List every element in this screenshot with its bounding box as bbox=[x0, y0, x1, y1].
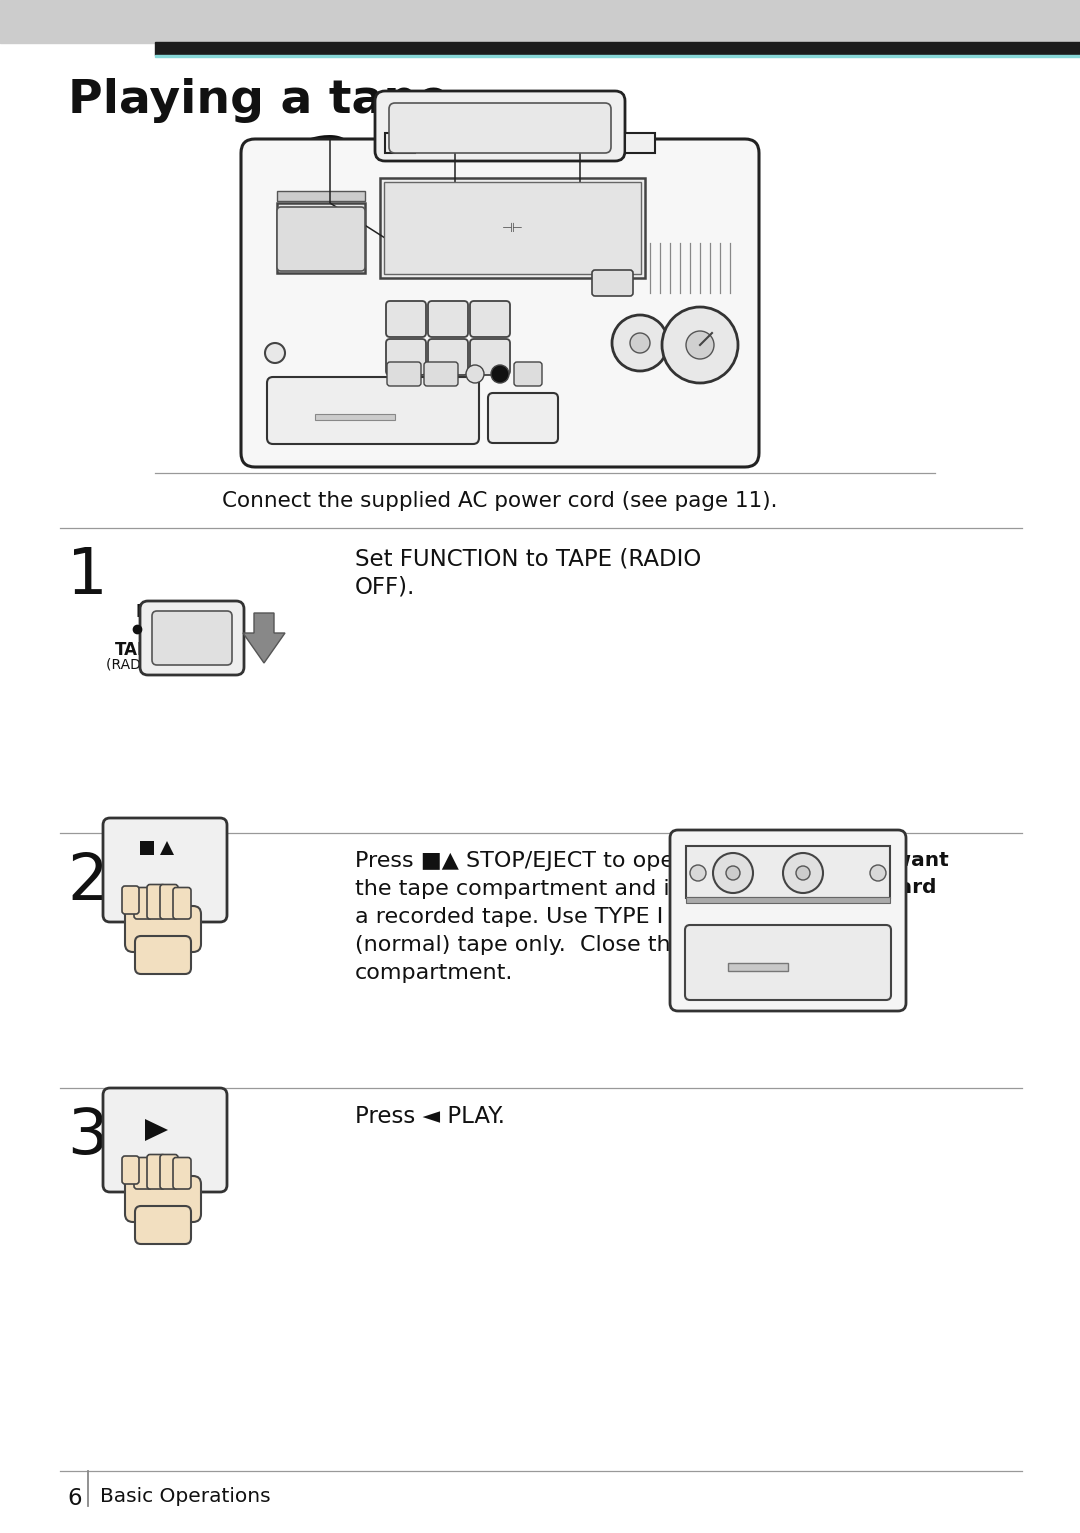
Circle shape bbox=[612, 314, 669, 371]
Text: Connect the supplied AC power cord (see page 11).: Connect the supplied AC power cord (see … bbox=[222, 491, 778, 510]
Circle shape bbox=[491, 365, 509, 383]
Text: 1: 1 bbox=[551, 133, 609, 215]
Text: With the side you want: With the side you want bbox=[685, 851, 948, 871]
Circle shape bbox=[726, 866, 740, 880]
Text: compartment.: compartment. bbox=[355, 963, 513, 983]
FancyBboxPatch shape bbox=[267, 377, 480, 445]
Text: 3: 3 bbox=[67, 1105, 108, 1167]
Text: TAPE: TAPE bbox=[114, 641, 162, 659]
FancyBboxPatch shape bbox=[276, 207, 365, 271]
FancyBboxPatch shape bbox=[488, 392, 558, 443]
Circle shape bbox=[713, 852, 753, 894]
Polygon shape bbox=[145, 1119, 168, 1141]
FancyBboxPatch shape bbox=[160, 1154, 178, 1190]
Text: 3: 3 bbox=[426, 133, 484, 215]
FancyBboxPatch shape bbox=[470, 339, 510, 376]
FancyBboxPatch shape bbox=[125, 1176, 201, 1222]
FancyBboxPatch shape bbox=[147, 1154, 165, 1190]
FancyBboxPatch shape bbox=[135, 937, 191, 973]
FancyBboxPatch shape bbox=[140, 601, 244, 675]
Text: Press ◄ PLAY.: Press ◄ PLAY. bbox=[355, 1105, 505, 1128]
FancyBboxPatch shape bbox=[147, 885, 165, 918]
FancyBboxPatch shape bbox=[386, 339, 426, 376]
FancyBboxPatch shape bbox=[134, 1157, 152, 1190]
Circle shape bbox=[465, 365, 484, 383]
FancyBboxPatch shape bbox=[428, 300, 468, 337]
Text: 2: 2 bbox=[301, 133, 359, 215]
FancyBboxPatch shape bbox=[241, 140, 759, 468]
FancyBboxPatch shape bbox=[386, 300, 426, 337]
FancyBboxPatch shape bbox=[135, 1206, 191, 1243]
Text: Set FUNCTION to TAPE (RADIO: Set FUNCTION to TAPE (RADIO bbox=[355, 547, 701, 570]
Bar bbox=[276, 192, 365, 201]
FancyBboxPatch shape bbox=[173, 888, 191, 918]
FancyBboxPatch shape bbox=[424, 362, 458, 386]
Text: (normal) tape only.  Close the: (normal) tape only. Close the bbox=[355, 935, 685, 955]
FancyBboxPatch shape bbox=[685, 924, 891, 1000]
FancyBboxPatch shape bbox=[122, 886, 139, 914]
Text: 2: 2 bbox=[67, 851, 108, 914]
Text: 1: 1 bbox=[67, 546, 108, 607]
FancyBboxPatch shape bbox=[428, 339, 468, 376]
Text: (RADIO OFF): (RADIO OFF) bbox=[106, 658, 192, 671]
Circle shape bbox=[690, 865, 706, 881]
Text: Press ■▲ STOP/EJECT to open: Press ■▲ STOP/EJECT to open bbox=[355, 851, 688, 871]
FancyBboxPatch shape bbox=[122, 1156, 139, 1183]
Text: to play facing forward: to play facing forward bbox=[685, 878, 936, 897]
FancyBboxPatch shape bbox=[173, 1157, 191, 1190]
Text: FUNCTION: FUNCTION bbox=[136, 602, 232, 621]
Bar bbox=[686, 897, 890, 903]
FancyBboxPatch shape bbox=[470, 300, 510, 337]
Bar bbox=[140, 842, 154, 855]
FancyBboxPatch shape bbox=[514, 362, 542, 386]
Circle shape bbox=[796, 866, 810, 880]
FancyBboxPatch shape bbox=[670, 829, 906, 1010]
Circle shape bbox=[783, 852, 823, 894]
Bar bbox=[276, 202, 365, 273]
FancyBboxPatch shape bbox=[125, 906, 201, 952]
FancyBboxPatch shape bbox=[387, 362, 421, 386]
Text: the tape compartment and insert: the tape compartment and insert bbox=[355, 878, 727, 898]
Bar bbox=[728, 963, 788, 970]
Text: Basic Operations: Basic Operations bbox=[100, 1487, 271, 1505]
FancyBboxPatch shape bbox=[103, 819, 227, 921]
Polygon shape bbox=[243, 613, 285, 662]
Circle shape bbox=[630, 333, 650, 353]
FancyBboxPatch shape bbox=[103, 1088, 227, 1193]
Bar bbox=[0, 0, 1080, 43]
Bar bbox=[380, 178, 645, 277]
FancyBboxPatch shape bbox=[375, 90, 625, 161]
Text: STOP/EJECT: STOP/EJECT bbox=[122, 828, 208, 842]
FancyBboxPatch shape bbox=[389, 103, 611, 153]
Bar bbox=[384, 133, 415, 153]
Circle shape bbox=[870, 865, 886, 881]
Bar bbox=[315, 414, 395, 420]
Text: 6: 6 bbox=[67, 1487, 82, 1510]
Polygon shape bbox=[160, 842, 174, 855]
Circle shape bbox=[265, 343, 285, 363]
FancyBboxPatch shape bbox=[592, 270, 633, 296]
Circle shape bbox=[662, 307, 738, 383]
Bar bbox=[625, 133, 654, 153]
FancyBboxPatch shape bbox=[134, 888, 152, 918]
Text: PLAY: PLAY bbox=[147, 1098, 184, 1111]
Circle shape bbox=[686, 331, 714, 359]
FancyBboxPatch shape bbox=[160, 885, 178, 918]
Text: a recorded tape. Use TYPE I: a recorded tape. Use TYPE I bbox=[355, 908, 663, 927]
Text: Playing a tape: Playing a tape bbox=[68, 78, 449, 123]
Bar bbox=[156, 55, 1080, 57]
Bar bbox=[384, 182, 642, 274]
Bar bbox=[686, 846, 890, 898]
Bar bbox=[156, 41, 1080, 55]
FancyBboxPatch shape bbox=[152, 612, 232, 665]
Text: OFF).: OFF). bbox=[355, 575, 416, 598]
Text: ⊣⊢: ⊣⊢ bbox=[502, 221, 524, 235]
